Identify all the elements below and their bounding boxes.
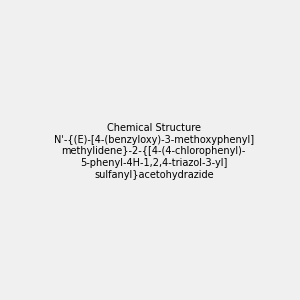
Text: Chemical Structure
N'-{(E)-[4-(benzyloxy)-3-methoxyphenyl]
methylidene}-2-{[4-(4: Chemical Structure N'-{(E)-[4-(benzyloxy… <box>54 123 254 180</box>
